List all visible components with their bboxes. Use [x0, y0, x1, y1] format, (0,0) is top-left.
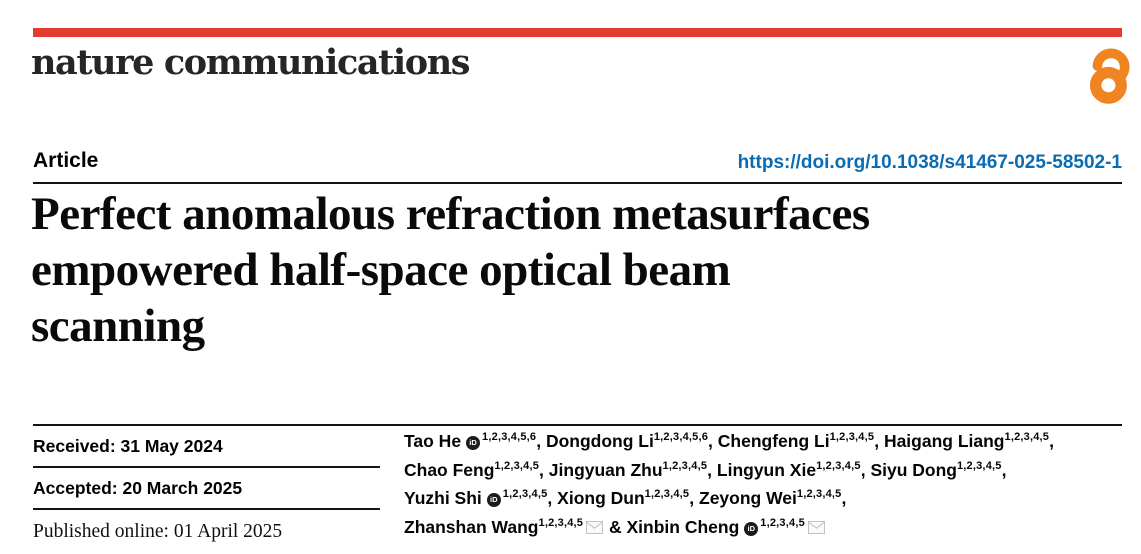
orcid-icon[interactable]: iD: [466, 436, 481, 450]
author-affiliations: 1,2,3,4,5: [494, 459, 540, 472]
author-affiliations: 1,2,3,4,5: [956, 459, 1002, 472]
author-name: Xinbin Cheng: [626, 516, 740, 537]
author-list: Tao He iD 1,2,3,4,5,6, Dongdong Li1,2,3,4,…: [404, 427, 1141, 542]
author-name: Siyu Dong: [870, 459, 957, 480]
author-affiliations: 1,2,3,4,5: [816, 459, 861, 472]
author-affiliations: 1,2,3,4,5: [662, 459, 708, 472]
doi-link[interactable]: https://doi.org/10.1038/s41467-025-58502…: [737, 152, 1122, 173]
author: Dongdong Li1,2,3,4,5,6,: [546, 431, 718, 451]
author-affiliations: 1,2,3,4,5: [829, 431, 875, 444]
author: Zhanshan Wang1,2,3,4,5 &: [404, 517, 627, 537]
author: Jingyuan Zhu1,2,3,4,5,: [549, 460, 717, 480]
author-name: Haigang Liang: [883, 431, 1005, 451]
author: Zeyong Wei1,2,3,4,5,: [699, 488, 846, 508]
author-separator: ,: [1001, 459, 1007, 480]
article-type-label: Article: [33, 149, 99, 172]
journal-logo: nature communications: [31, 42, 470, 83]
author-affiliations: 1,2,3,4,5,6: [653, 431, 709, 444]
author-line: Chao Feng1,2,3,4,5, Jingyuan Zhu1,2,3,4,…: [404, 456, 1141, 485]
article-divider: [33, 182, 1122, 184]
open-access-icon: [1089, 48, 1130, 104]
author-name: Chao Feng: [404, 459, 495, 480]
author: Yuzhi Shi iD 1,2,3,4,5,: [404, 488, 557, 508]
author-separator: ,: [1049, 431, 1054, 451]
author-name: Zeyong Wei: [699, 488, 797, 508]
author-separator: ,: [874, 431, 884, 451]
author-name: Dongdong Li: [545, 431, 654, 451]
author: Chao Feng1,2,3,4,5,: [404, 460, 549, 480]
author-affiliations: 1,2,3,4,5: [644, 488, 690, 501]
received-date: Received: 31 May 2024: [33, 435, 223, 456]
author-separator: &: [604, 516, 627, 537]
author-affiliations: 1,2,3,4,5,6: [482, 431, 537, 444]
title-line: Perfect anomalous refraction metasurface…: [31, 188, 870, 240]
author-name: Xiong Dun: [557, 488, 645, 508]
author-name: Jingyuan Zhu: [548, 459, 663, 480]
author-name: Yuzhi Shi: [404, 488, 482, 508]
history-item-received: Received: 31 May 2024: [33, 426, 380, 468]
author-name: Lingyun Xie: [716, 459, 817, 480]
author: Chengfeng Li1,2,3,4,5,: [718, 431, 884, 451]
author-separator: ,: [547, 488, 558, 508]
author: Lingyun Xie1,2,3,4,5,: [717, 460, 871, 480]
author-name: Chengfeng Li: [717, 431, 830, 451]
author-line: Yuzhi Shi iD 1,2,3,4,5, Xiong Dun1,2,3,4,5…: [404, 484, 1141, 513]
author-separator: ,: [707, 459, 717, 480]
author-name: Zhanshan Wang: [404, 516, 539, 537]
author-separator: ,: [536, 431, 546, 451]
published-date: Published online: 01 April 2025: [33, 521, 283, 542]
orcid-icon[interactable]: iD: [744, 521, 759, 536]
author-affiliations: 1,2,3,4,5: [538, 516, 584, 529]
author-affiliations: 1,2,3,4,5: [796, 488, 842, 501]
email-icon[interactable]: [807, 518, 825, 538]
author-separator: ,: [708, 431, 718, 451]
accepted-date: Accepted: 20 March 2025: [33, 477, 243, 498]
author-affiliations: 1,2,3,4,5: [1004, 431, 1050, 444]
masthead-rule: [33, 28, 1122, 37]
author: Xinbin Cheng iD 1,2,3,4,5: [627, 517, 826, 537]
author-separator: ,: [689, 488, 699, 508]
author-affiliations: 1,2,3,4,5: [760, 516, 805, 529]
page-title: Perfect anomalous refraction metasurface…: [31, 186, 1131, 354]
history-divider: [33, 424, 1122, 426]
history-item-published: Published online: 01 April 2025: [33, 510, 380, 554]
author-name: Tao He: [404, 431, 462, 451]
history-panel: Received: 31 May 2024 Accepted: 20 March…: [33, 426, 380, 554]
orcid-icon[interactable]: iD: [486, 493, 501, 507]
email-icon[interactable]: [586, 518, 604, 538]
author-separator: ,: [539, 459, 549, 480]
author-affiliations: 1,2,3,4,5: [502, 488, 548, 501]
author-separator: ,: [860, 459, 871, 480]
author: Xiong Dun1,2,3,4,5,: [557, 488, 699, 508]
author-line: Tao He iD 1,2,3,4,5,6, Dongdong Li1,2,3,4,…: [404, 427, 1141, 456]
author-line: Zhanshan Wang1,2,3,4,5 & Xinbin Cheng iD 1…: [404, 513, 1141, 543]
author-separator: ,: [841, 488, 847, 508]
author: Siyu Dong1,2,3,4,5,: [870, 460, 1006, 480]
title-line: scanning: [31, 300, 205, 352]
author: Haigang Liang1,2,3,4,5,: [884, 431, 1054, 451]
author: Tao He iD 1,2,3,4,5,6,: [404, 431, 546, 451]
title-line: empowered half-space optical beam: [31, 244, 731, 296]
history-item-accepted: Accepted: 20 March 2025: [33, 468, 380, 510]
